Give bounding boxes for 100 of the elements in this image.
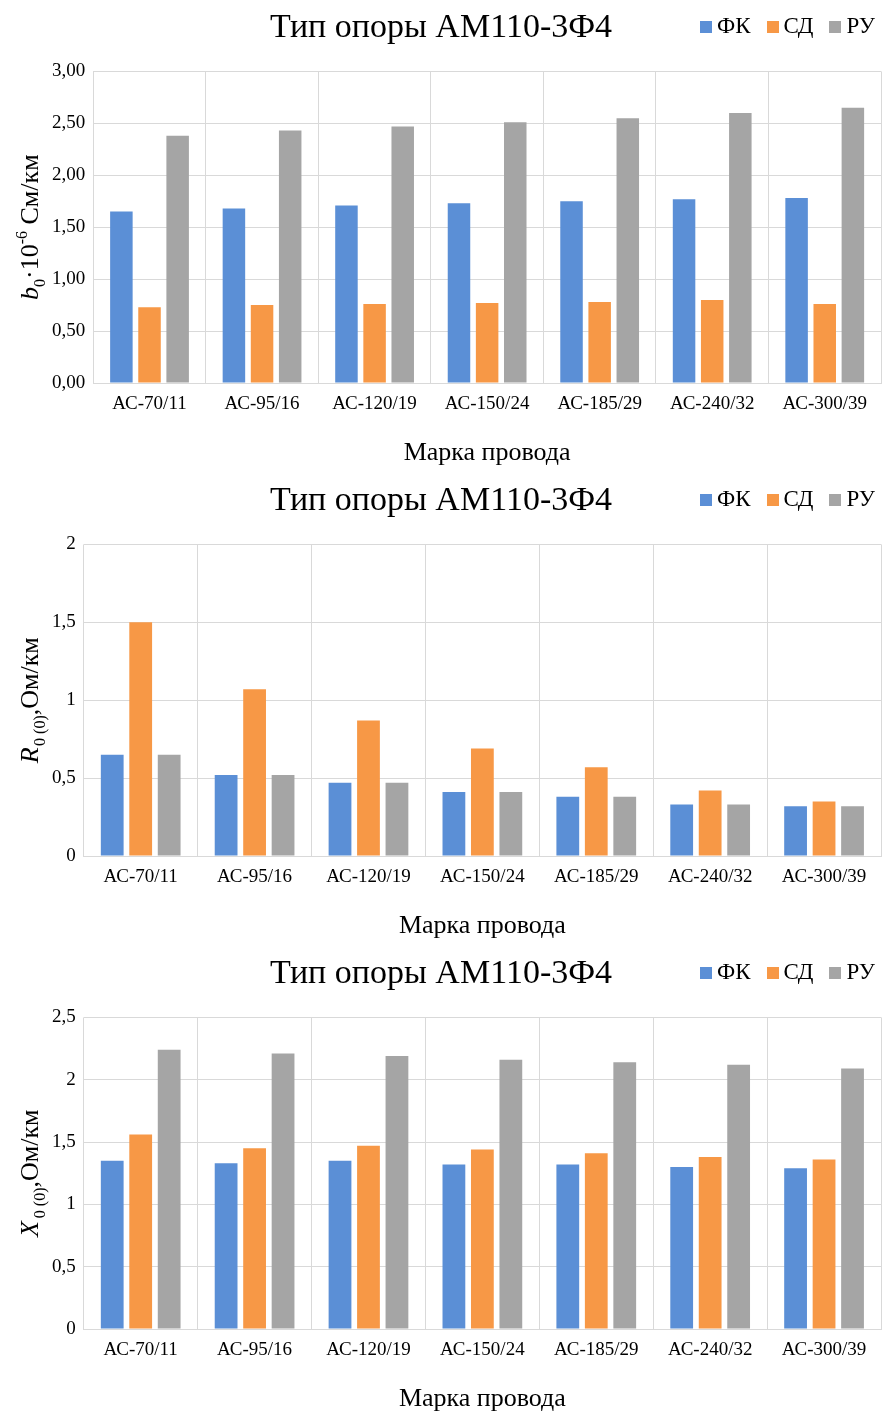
x-tick-label: АС-70/11 [103, 865, 178, 887]
bar [157, 1049, 181, 1329]
bar [729, 112, 752, 383]
y-tick-label: 0 [66, 1316, 76, 1338]
bar [698, 790, 722, 856]
x-tick-label: АС-95/16 [217, 1338, 293, 1360]
bar [727, 1064, 751, 1329]
bar [584, 1153, 608, 1329]
bar [243, 1148, 266, 1329]
legend-label: ФК [716, 486, 751, 512]
y-tick-label: 3,00 [52, 59, 86, 81]
y-tick-label: 2 [66, 532, 76, 554]
y-tick-label: 1 [66, 688, 76, 710]
y-axis-title: b0·10-6 См/км [13, 154, 48, 300]
x-axis-title: Марка провода [398, 910, 567, 940]
y-tick-label: 1 [66, 1192, 76, 1214]
bar [328, 1160, 352, 1329]
legend-label: СД [782, 486, 814, 512]
bar [271, 774, 295, 856]
x-tick-label: АС-150/24 [440, 865, 526, 887]
bar [271, 1053, 295, 1329]
bar [672, 199, 696, 383]
x-tick-label: АС-95/16 [217, 865, 293, 887]
bar [214, 1163, 238, 1329]
y-tick-label: 2 [66, 1067, 76, 1089]
bar [812, 801, 836, 856]
bar [385, 782, 409, 856]
bar [785, 198, 808, 383]
bar [556, 796, 580, 856]
x-tick-label: АС-70/11 [103, 1338, 178, 1360]
y-axis-title: R0 (0),Ом/км [15, 637, 49, 765]
legend-label: ФК [716, 13, 751, 39]
bar [727, 804, 751, 856]
bar [222, 208, 246, 383]
y-tick-label: 0,5 [52, 1254, 76, 1276]
bar [243, 689, 266, 856]
legend-label: СД [782, 959, 814, 985]
bar [504, 122, 527, 383]
bar [100, 754, 124, 856]
bar [700, 299, 724, 383]
y-tick-label: 0,00 [52, 370, 86, 392]
x-tick-label: АС-300/39 [781, 1338, 867, 1360]
y-axis-title: X0 (0),Ом/км [15, 1109, 49, 1238]
x-tick-label: АС-185/29 [553, 1338, 639, 1360]
bar [129, 622, 153, 856]
y-tick-label: 1,00 [52, 267, 86, 289]
bar [813, 304, 836, 383]
bar [447, 203, 471, 383]
bar [475, 303, 499, 383]
bar [100, 1160, 124, 1329]
bar [385, 1056, 409, 1329]
bar [784, 806, 807, 856]
bar [363, 304, 386, 383]
bar [499, 792, 523, 856]
x-tick-label: АС-240/32 [667, 1338, 753, 1360]
x-tick-label: АС-120/19 [332, 392, 417, 414]
x-tick-label: АС-95/16 [224, 392, 300, 414]
x-tick-label: АС-185/29 [557, 392, 642, 414]
legend-label: ФК [716, 959, 751, 985]
bar [166, 135, 189, 383]
bar [157, 754, 181, 856]
bar [129, 1134, 153, 1329]
bar [670, 1166, 694, 1329]
y-tick-label: 2,50 [52, 111, 86, 133]
x-tick-label: АС-240/32 [667, 865, 753, 887]
x-tick-label: АС-240/32 [669, 392, 755, 414]
bar [841, 1068, 864, 1329]
bar [357, 720, 380, 856]
bar [328, 782, 352, 856]
x-tick-label: АС-300/39 [781, 865, 867, 887]
bar [442, 1164, 466, 1329]
bar [584, 767, 608, 856]
x-tick-label: АС-70/11 [112, 392, 187, 414]
x-tick-label: АС-120/19 [326, 865, 411, 887]
bar [110, 211, 133, 383]
bar [812, 1159, 836, 1329]
bar [841, 806, 864, 856]
bar [335, 205, 358, 383]
legend-label: РУ [845, 13, 875, 39]
bar [556, 1164, 580, 1329]
bar [588, 301, 611, 383]
x-axis-title: Марка провода [398, 1383, 567, 1413]
legend-label: РУ [845, 486, 875, 512]
y-tick-label: 1,50 [52, 215, 86, 237]
bar [670, 804, 694, 856]
legend-label: РУ [845, 959, 875, 985]
bar [613, 1062, 637, 1329]
bar [698, 1157, 722, 1329]
bar [470, 748, 494, 856]
bar [499, 1059, 523, 1329]
chart-title: Тип опоры АМ110-3Ф4 [270, 953, 613, 991]
bar [470, 1149, 494, 1329]
bar [560, 201, 583, 383]
y-tick-label: 0,5 [52, 766, 76, 788]
x-tick-label: АС-120/19 [326, 1338, 411, 1360]
bar [616, 118, 640, 383]
bar [214, 774, 238, 856]
x-tick-label: АС-150/24 [444, 392, 530, 414]
bar [250, 305, 274, 383]
x-tick-label: АС-185/29 [553, 865, 639, 887]
